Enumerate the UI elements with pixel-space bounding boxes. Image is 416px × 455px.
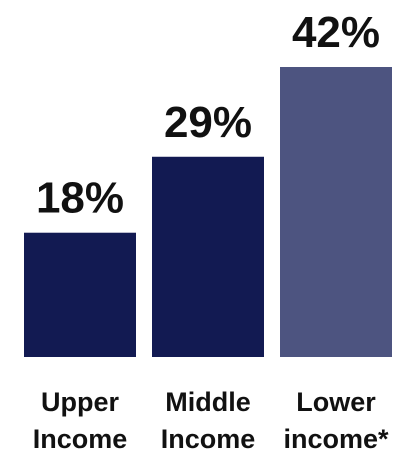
- category-labels-group: Upper Income Middle Income Lower income*: [33, 387, 389, 454]
- category-label-1-line-0: Middle: [165, 387, 251, 417]
- category-label-0-line-1: Income: [33, 424, 128, 454]
- value-labels-group: 18% 29% 42%: [36, 8, 380, 223]
- category-label-2-line-1: income*: [283, 424, 389, 454]
- category-label-1-line-1: Income: [161, 424, 256, 454]
- category-label-2-line-0: Lower: [296, 387, 376, 417]
- bar-1: [152, 156, 264, 357]
- bars-group: [24, 67, 392, 357]
- value-label-1: 29%: [164, 98, 252, 147]
- bar-0: [24, 232, 136, 357]
- value-label-2: 42%: [292, 8, 380, 57]
- bar-2: [280, 67, 392, 357]
- value-label-0: 18%: [36, 174, 124, 223]
- category-label-0-line-0: Upper: [41, 387, 120, 417]
